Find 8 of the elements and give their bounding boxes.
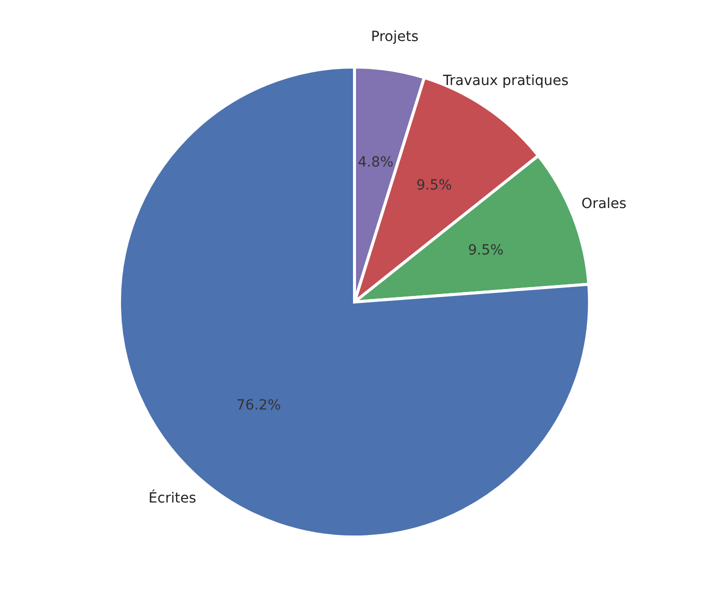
data-label: 9.5% [468, 242, 504, 259]
data-label: 76.2% [236, 397, 281, 414]
slice-label: Écrites [148, 489, 196, 506]
slice-label: Travaux pratiques [442, 72, 569, 89]
slice-label: Projets [370, 29, 418, 46]
data-label: 9.5% [416, 178, 452, 194]
slice-label: Orales [581, 196, 626, 212]
data-label: 4.8% [358, 154, 394, 171]
